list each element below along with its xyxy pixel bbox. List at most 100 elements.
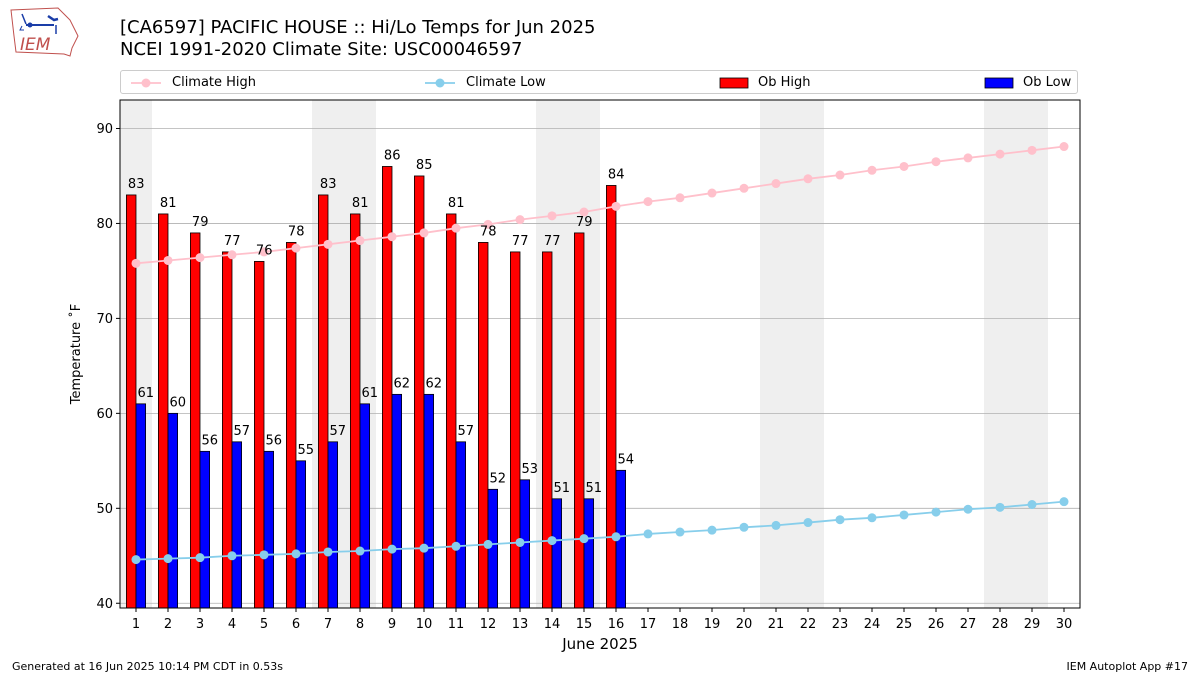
bar-value-label: 55 (298, 443, 315, 458)
y-tick-label: 60 (96, 407, 113, 422)
bar-value-label: 86 (384, 148, 401, 163)
x-tick-label: 24 (864, 617, 881, 632)
x-tick-label: 6 (292, 617, 300, 632)
bar-value-label: 61 (138, 386, 155, 401)
bar-value-label: 77 (544, 234, 561, 249)
point-climate-low (707, 525, 717, 535)
point-climate-low (291, 549, 301, 559)
x-tick-label: 18 (672, 617, 689, 632)
point-climate-high (1059, 142, 1069, 152)
bar-ob-low (167, 412, 179, 609)
bar-value-label: 78 (288, 224, 305, 239)
iem-logo: IEM (10, 7, 79, 57)
bar-ob-low (551, 498, 563, 609)
footer-app: IEM Autoplot App #17 (1066, 660, 1189, 673)
point-climate-low (515, 537, 525, 547)
x-tick-label: 22 (800, 617, 817, 632)
point-climate-high (739, 183, 749, 193)
point-climate-low (355, 546, 365, 556)
point-climate-low (835, 515, 845, 525)
bar-value-label: 57 (234, 424, 251, 439)
point-climate-low (163, 554, 173, 564)
point-climate-high (323, 239, 333, 249)
y-axis-label: Temperature ˚F (68, 304, 84, 405)
point-climate-low (643, 529, 653, 539)
point-climate-low (771, 520, 781, 530)
bar-ob-low (199, 450, 211, 609)
point-climate-low (931, 507, 941, 517)
point-climate-low (419, 543, 429, 553)
bar-value-label: 56 (202, 433, 219, 448)
legend-label: Ob High (758, 75, 811, 90)
point-climate-high (259, 247, 269, 257)
point-climate-high (931, 157, 941, 167)
point-climate-high (579, 207, 589, 217)
bar-ob-high (606, 185, 617, 609)
point-climate-high (195, 253, 205, 263)
bar-ob-low (295, 460, 307, 609)
x-tick-label: 29 (1024, 617, 1041, 632)
point-climate-low (483, 539, 493, 549)
x-tick-label: 8 (356, 617, 364, 632)
x-tick-label: 27 (960, 617, 977, 632)
y-tick-label: 50 (96, 502, 113, 517)
bar-value-label: 57 (458, 424, 475, 439)
legend-label: Climate High (172, 75, 257, 90)
point-climate-low (227, 551, 237, 561)
point-climate-low (259, 550, 269, 560)
point-climate-low (1059, 497, 1069, 507)
point-climate-high (451, 223, 461, 233)
y-tick-label: 90 (96, 122, 113, 137)
point-climate-low (131, 555, 141, 565)
x-tick-label: 23 (832, 617, 849, 632)
weekend-band (760, 100, 824, 608)
x-tick-label: 16 (608, 617, 625, 632)
bar-value-label: 76 (256, 243, 273, 258)
x-tick-label: 5 (260, 617, 268, 632)
point-climate-low (611, 532, 621, 542)
point-climate-high (387, 232, 397, 242)
bar-value-label: 62 (426, 376, 443, 391)
bar-value-label: 52 (490, 471, 507, 486)
bar-value-label: 78 (480, 224, 497, 239)
point-climate-low (547, 536, 557, 546)
bar-ob-high (574, 232, 585, 609)
x-tick-label: 1 (132, 617, 140, 632)
point-climate-low (451, 541, 461, 551)
chart-subtitle: NCEI 1991-2020 Climate Site: USC00046597 (120, 39, 523, 60)
x-tick-label: 10 (416, 617, 433, 632)
point-climate-high (547, 211, 557, 221)
x-tick-label: 14 (544, 617, 561, 632)
point-climate-high (163, 255, 173, 265)
x-tick-label: 7 (324, 617, 332, 632)
bar-ob-high (413, 175, 425, 609)
bar-value-label: 56 (266, 433, 283, 448)
point-climate-high (291, 243, 301, 253)
bar-value-label: 83 (128, 177, 145, 192)
point-climate-low (995, 502, 1005, 512)
point-climate-high (835, 170, 845, 180)
point-climate-low (1027, 500, 1037, 510)
x-tick-label: 28 (992, 617, 1009, 632)
bar-value-label: 51 (554, 481, 571, 496)
bar-ob-high (317, 194, 329, 609)
bar-ob-high (157, 213, 169, 609)
line-climate-low (135, 500, 1065, 561)
point-climate-high (867, 165, 877, 175)
point-climate-low (867, 513, 877, 523)
point-climate-low (899, 510, 909, 520)
y-tick-label: 70 (96, 312, 113, 327)
x-tick-label: 3 (196, 617, 204, 632)
bar-value-label: 81 (160, 196, 177, 211)
bars (126, 166, 627, 609)
weekend-shading (120, 100, 1048, 608)
bar-ob-low (455, 441, 467, 609)
bar-ob-low (583, 498, 595, 609)
footer-generated: Generated at 16 Jun 2025 10:14 PM CDT in… (12, 660, 284, 673)
x-tick-label: 11 (448, 617, 465, 632)
x-tick-label: 21 (768, 617, 785, 632)
point-climate-low (739, 522, 749, 532)
point-climate-high (483, 219, 493, 229)
x-tick-label: 25 (896, 617, 913, 632)
point-climate-low (803, 518, 813, 528)
